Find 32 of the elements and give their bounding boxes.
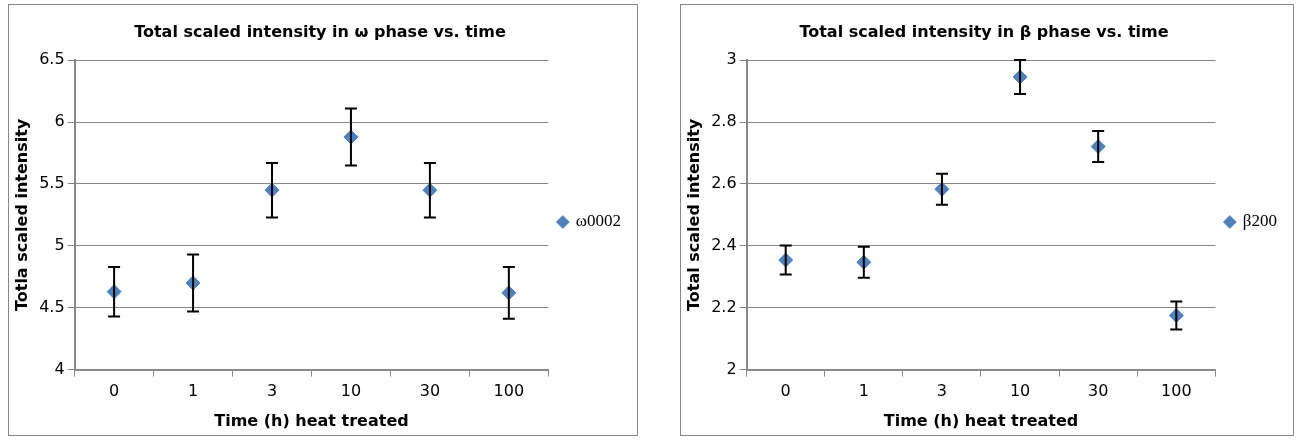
y-tick-label: 4 bbox=[54, 358, 65, 378]
x-tick-label: 3 bbox=[266, 381, 278, 401]
x-tick-label: 0 bbox=[780, 381, 791, 401]
x-tick-label: 1 bbox=[187, 381, 199, 401]
chart-title: Total scaled intensity in β phase vs. time bbox=[799, 21, 1169, 41]
y-tick-label: 5.5 bbox=[39, 173, 65, 193]
legend-label: ω0002 bbox=[575, 211, 622, 231]
y-tick-label: 4.5 bbox=[39, 296, 65, 316]
x-tick-label: 30 bbox=[1087, 381, 1109, 401]
x-tick-label: 100 bbox=[493, 381, 525, 401]
y-tick-label: 2.2 bbox=[711, 296, 737, 316]
y-tick-label: 2 bbox=[726, 358, 737, 378]
x-tick-label: 1 bbox=[858, 381, 869, 401]
y-axis-title: Totla scaled intensity bbox=[11, 118, 31, 312]
y-tick-label: 2.6 bbox=[711, 173, 737, 193]
chart-title: Total scaled intensity in ω phase vs. time bbox=[134, 21, 506, 41]
y-tick-label: 2.4 bbox=[711, 235, 737, 254]
x-axis-title: Time (h) heat treated bbox=[883, 410, 1079, 430]
x-tick-label: 0 bbox=[109, 381, 120, 401]
x-axis-title: Time (h) heat treated bbox=[214, 410, 409, 430]
y-tick-label: 3 bbox=[726, 49, 737, 69]
legend-label: β200 bbox=[1242, 211, 1278, 231]
y-axis-title: Total scaled intensity bbox=[683, 118, 703, 312]
x-tick-label: 30 bbox=[419, 381, 441, 401]
x-tick-label: 10 bbox=[340, 381, 362, 401]
y-tick-label: 2.8 bbox=[711, 111, 737, 131]
y-tick-label: 6 bbox=[54, 111, 65, 131]
x-tick-label: 100 bbox=[1161, 381, 1192, 401]
x-tick-label: 3 bbox=[936, 381, 948, 401]
y-tick-label: 5 bbox=[54, 235, 65, 254]
x-tick-label: 10 bbox=[1009, 381, 1031, 401]
y-tick-label: 6.5 bbox=[39, 49, 65, 69]
